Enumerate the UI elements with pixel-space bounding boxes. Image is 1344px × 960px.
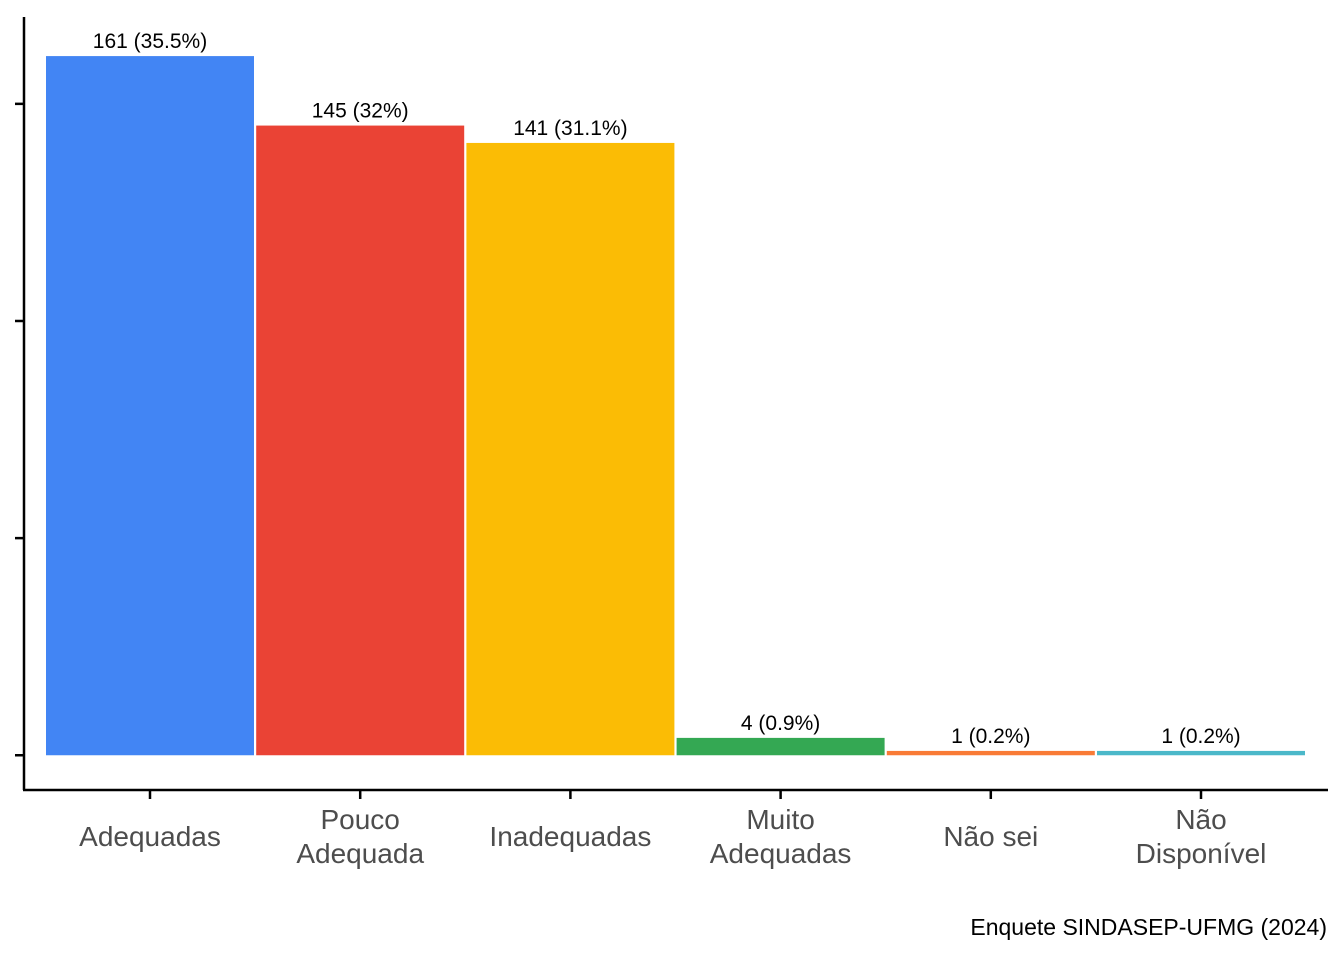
x-tick-label: Muito Adequadas xyxy=(710,804,852,869)
bars xyxy=(46,56,1305,756)
y-ticks xyxy=(15,102,24,757)
bar xyxy=(676,737,885,756)
bar xyxy=(886,750,1095,756)
bar-labels: 161 (35.5%) 145 (32%) 141 (31.1%) 4 (0.9%) 1… xyxy=(93,30,1241,748)
bar-value-label: 161 (35.5%) xyxy=(93,30,207,53)
x-ticks xyxy=(148,790,1203,799)
bar xyxy=(46,56,254,756)
x-tick-label: Pouco Adequada xyxy=(296,804,424,869)
bar xyxy=(466,142,675,756)
bar-value-label: 1 (0.2%) xyxy=(951,725,1030,748)
bar xyxy=(1097,750,1305,756)
x-tick-labels: Adequadas Pouco Adequada Inadequadas Muito Ad… xyxy=(79,804,1266,869)
bar-value-label: 141 (31.1%) xyxy=(513,117,627,140)
chart-caption: Enquete SINDASEP-UFMG (2024) xyxy=(970,914,1327,940)
x-tick-label: Adequadas xyxy=(79,821,221,852)
x-tick-label: Não sei xyxy=(943,821,1038,852)
bar-value-label: 1 (0.2%) xyxy=(1161,725,1240,748)
bar-value-label: 145 (32%) xyxy=(312,100,409,123)
x-tick-label: Não Disponível xyxy=(1136,804,1267,869)
bar-value-label: 4 (0.9%) xyxy=(741,712,820,735)
bar xyxy=(256,125,465,756)
x-tick-label: Inadequadas xyxy=(489,821,651,852)
